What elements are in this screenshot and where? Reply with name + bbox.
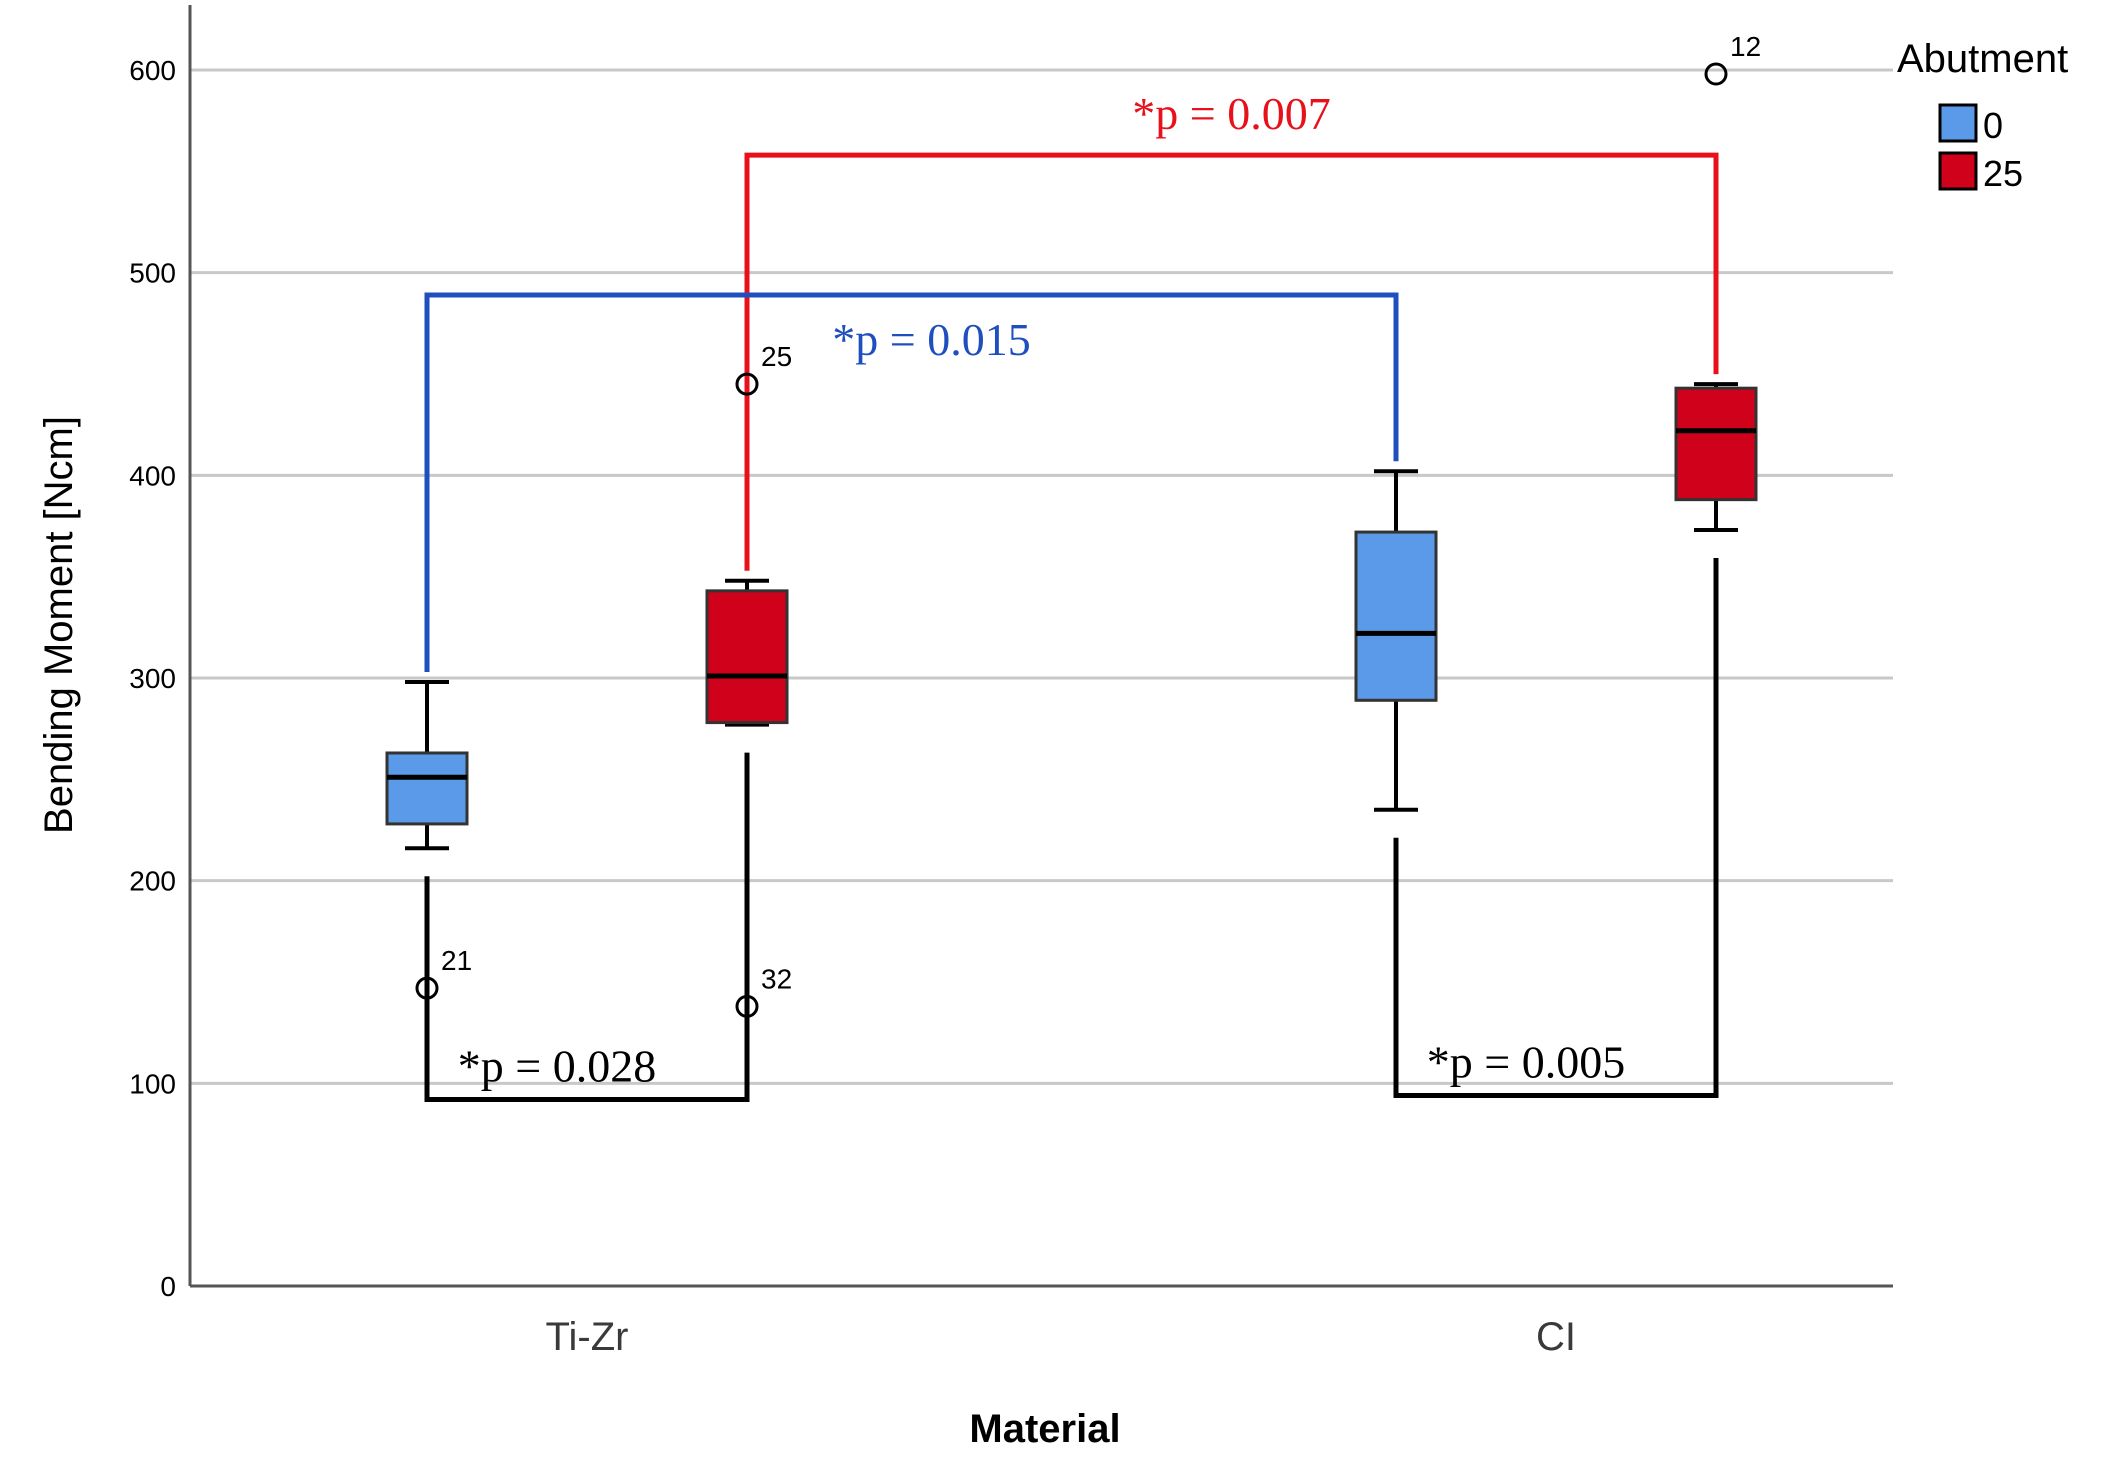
outlier-point (1704, 62, 1728, 86)
outlier-label: 12 (1730, 31, 1761, 62)
legend-label: 0 (1983, 105, 2003, 146)
significance-brackets: *p = 0.007 *p = 0.015 *p = 0.028 *p = 0.005 (424, 88, 1719, 1103)
x-category-label: Ti-Zr (546, 1315, 629, 1359)
axes (188, 5, 1893, 1288)
grid-lines (190, 68, 1893, 1085)
significance-bracket (1393, 558, 1719, 1098)
y-tick-label: 0 (160, 1271, 176, 1302)
legend-swatch (1938, 151, 1978, 191)
significance-bracket (424, 292, 1399, 673)
outlier-marks: 21 25 32 12 (415, 31, 1761, 1018)
y-axis-title: Bending Moment [Ncm] (37, 416, 81, 834)
box-marks (385, 382, 1758, 851)
legend-title: Abutment (1897, 37, 2068, 81)
outlier-label: 25 (761, 341, 792, 372)
y-tick-label: 500 (129, 258, 176, 289)
y-tick-label: 100 (129, 1068, 176, 1099)
significance-bracket (424, 752, 750, 1103)
significance-label: *p = 0.028 (458, 1041, 656, 1092)
y-tick-label: 400 (129, 460, 176, 491)
outlier-point (735, 372, 759, 396)
outlier-label: 32 (761, 963, 792, 994)
x-category-labels: Ti-Zr CI (546, 1315, 1576, 1359)
outlier-point (735, 994, 759, 1018)
legend-label: 25 (1983, 153, 2023, 194)
box (1354, 530, 1438, 702)
y-tick-label: 600 (129, 55, 176, 86)
significance-label: *p = 0.007 (1132, 88, 1330, 139)
x-axis-title: Material (969, 1407, 1120, 1451)
significance-bracket (744, 152, 1719, 571)
outlier-label: 21 (441, 945, 472, 976)
legend-swatch (1938, 103, 1978, 143)
legend: Abutment 0 25 (1897, 37, 2068, 194)
y-tick-labels: 0 100 200 300 400 500 600 (129, 55, 176, 1302)
box (1674, 386, 1758, 502)
y-tick-label: 200 (129, 866, 176, 897)
outlier-point (415, 976, 439, 1000)
significance-label: *p = 0.015 (832, 314, 1030, 365)
box (385, 751, 469, 826)
significance-label: *p = 0.005 (1427, 1036, 1625, 1087)
x-category-label: CI (1536, 1315, 1576, 1359)
box (705, 589, 789, 725)
y-tick-label: 300 (129, 663, 176, 694)
